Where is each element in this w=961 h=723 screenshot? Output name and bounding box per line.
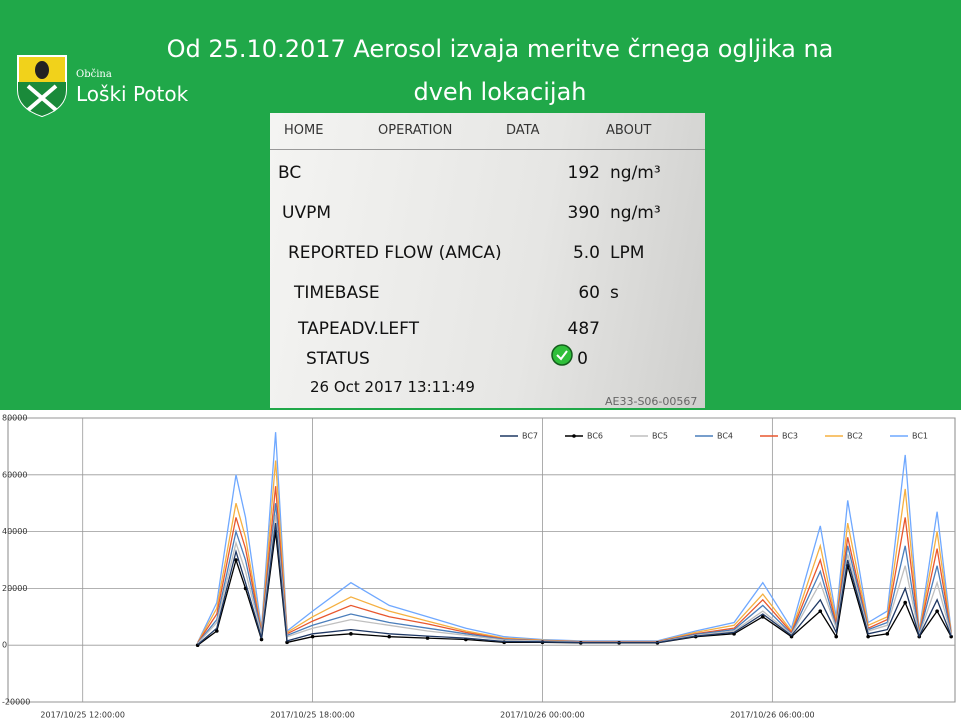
- row-label: STATUS: [306, 349, 370, 369]
- y-tick-label: 40000: [2, 527, 27, 536]
- y-tick-label: 0: [2, 641, 7, 650]
- legend-label: BC4: [717, 432, 733, 441]
- point-marker: [886, 632, 890, 636]
- tab: DATA: [506, 123, 540, 138]
- y-tick-label: 80000: [2, 414, 27, 423]
- device-photo: HOME OPERATION DATA ABOUT 26 Oct 2017 13:11…: [270, 113, 705, 408]
- legend-marker: [572, 434, 576, 438]
- tab: ABOUT: [606, 123, 651, 138]
- row-label: TIMEBASE: [294, 283, 380, 303]
- chart: -20000 0 20000 40000 60000 80000 2017/10/25 12…: [0, 410, 961, 723]
- row-value: 487: [540, 319, 600, 339]
- legend-label: BC6: [587, 432, 603, 441]
- slide-title: Od 25.10.2017 Aerosol izvaja meritve črn…: [140, 28, 860, 114]
- row-label: REPORTED FLOW (AMCA): [288, 243, 502, 263]
- logo-name: Loški Potok: [76, 82, 188, 106]
- point-marker: [818, 609, 822, 613]
- legend-label: BC3: [782, 432, 798, 441]
- x-tick-label: 2017/10/26 00:00:00: [500, 711, 585, 720]
- tab-bar: HOME OPERATION DATA ABOUT: [270, 113, 705, 150]
- y-tick-label: -20000: [2, 698, 30, 707]
- point-marker: [834, 635, 838, 639]
- x-tick-label: 2017/10/26 06:00:00: [730, 711, 815, 720]
- legend-label: BC5: [652, 432, 668, 441]
- plot-border: [8, 418, 955, 702]
- slide: Od 25.10.2017 Aerosol izvaja meritve črn…: [0, 0, 961, 723]
- legend-label: BC1: [912, 432, 928, 441]
- legend-label: BC2: [847, 432, 863, 441]
- logo: Občina Loški Potok: [14, 52, 214, 118]
- row-unit: LPM: [610, 243, 644, 263]
- tab: OPERATION: [378, 123, 452, 138]
- point-marker: [260, 638, 264, 642]
- row-unit: ng/m³: [610, 163, 661, 183]
- point-marker: [903, 601, 907, 605]
- x-tick-label: 2017/10/25 18:00:00: [270, 711, 355, 720]
- timestamp: 26 Oct 2017 13:11:49: [310, 378, 475, 396]
- point-marker: [935, 609, 939, 613]
- x-tick-label: 2017/10/25 12:00:00: [40, 711, 125, 720]
- point-marker: [866, 635, 870, 639]
- tab: HOME: [284, 123, 323, 138]
- row-value: 192: [540, 163, 600, 183]
- point-marker: [311, 635, 315, 639]
- logo-small-text: Občina: [76, 69, 112, 80]
- logo-emblem: [14, 52, 70, 118]
- point-marker: [349, 632, 353, 636]
- y-tick-label: 20000: [2, 584, 27, 593]
- point-marker: [387, 635, 391, 639]
- row-unit: ng/m³: [610, 203, 661, 223]
- legend-label: BC7: [522, 432, 538, 441]
- row-value: 5.0: [540, 243, 600, 263]
- row-value: 60: [540, 283, 600, 303]
- row-label: BC: [278, 163, 301, 183]
- y-tick-label: 60000: [2, 470, 27, 479]
- row-value: 0: [528, 349, 588, 369]
- point-marker: [426, 636, 430, 640]
- row-value: 390: [540, 203, 600, 223]
- row-label: UVPM: [282, 203, 331, 223]
- serial-number: AE33-S06-00567: [605, 395, 697, 408]
- row-unit: s: [610, 283, 619, 303]
- row-label: TAPEADV.LEFT: [298, 319, 419, 339]
